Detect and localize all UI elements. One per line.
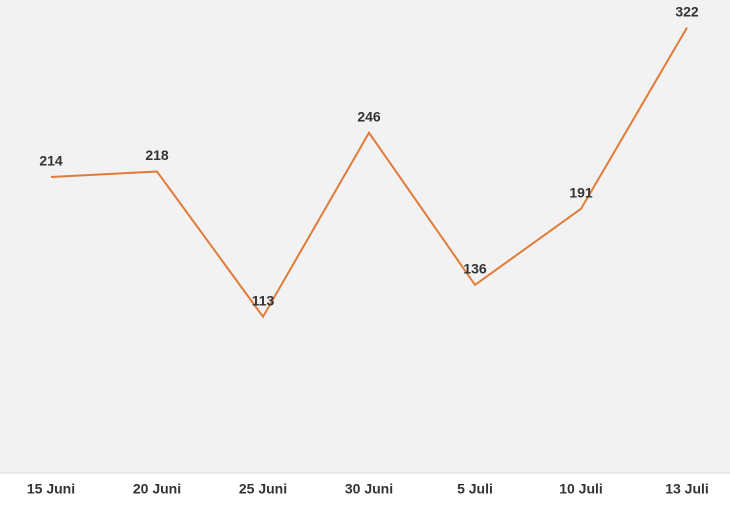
data-label: 218 [145, 147, 169, 163]
data-label: 214 [39, 153, 63, 169]
data-label: 246 [357, 108, 381, 124]
data-label: 191 [569, 185, 593, 201]
data-label: 322 [675, 3, 699, 19]
x-tick-label: 20 Juni [133, 481, 181, 497]
x-tick-label: 5 Juli [457, 481, 493, 497]
data-label: 113 [252, 292, 275, 308]
data-label: 136 [463, 261, 487, 277]
plot-area [0, 0, 730, 473]
x-tick-label: 15 Juni [27, 481, 75, 497]
x-tick-label: 25 Juni [239, 481, 287, 497]
x-tick-label: 13 Juli [665, 481, 709, 497]
x-tick-label: 10 Juli [559, 481, 603, 497]
x-tick-label: 30 Juni [345, 481, 393, 497]
line [50, 27, 688, 319]
